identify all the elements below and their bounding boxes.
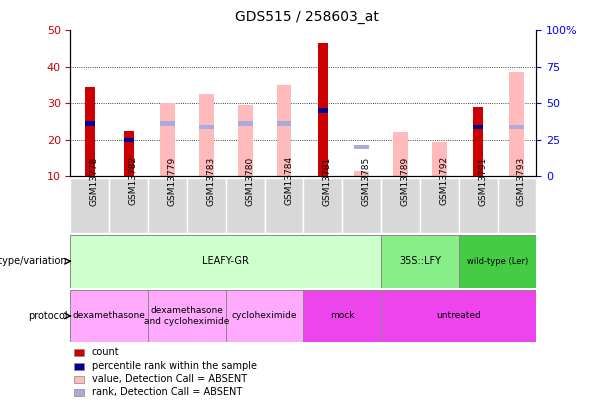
Text: GSM13789: GSM13789: [400, 156, 409, 206]
Bar: [74, 376, 84, 383]
Text: 35S::LFY: 35S::LFY: [399, 256, 441, 266]
Bar: [238, 105, 253, 176]
Text: GSM13781: GSM13781: [323, 156, 332, 206]
Text: protocol: protocol: [28, 311, 67, 321]
Bar: [124, 130, 134, 176]
Bar: [459, 235, 536, 288]
Bar: [473, 107, 483, 176]
Text: GSM13778: GSM13778: [90, 156, 99, 206]
Text: GSM13792: GSM13792: [440, 156, 448, 205]
Bar: [74, 349, 84, 356]
Bar: [199, 94, 214, 176]
Text: mock: mock: [330, 311, 354, 320]
Bar: [393, 132, 408, 176]
Bar: [381, 235, 459, 288]
Bar: [187, 178, 226, 233]
Bar: [318, 43, 328, 176]
Text: percentile rank within the sample: percentile rank within the sample: [92, 361, 257, 371]
Bar: [226, 290, 303, 342]
Bar: [109, 178, 148, 233]
Text: dexamethasone
and cycloheximide: dexamethasone and cycloheximide: [144, 306, 230, 326]
Bar: [459, 178, 498, 233]
Text: value, Detection Call = ABSENT: value, Detection Call = ABSENT: [92, 374, 247, 384]
Bar: [473, 125, 483, 129]
Text: count: count: [92, 347, 120, 357]
Bar: [74, 389, 84, 396]
Bar: [85, 87, 95, 176]
Text: GSM13782: GSM13782: [129, 156, 138, 205]
Text: GSM13784: GSM13784: [284, 156, 293, 205]
Bar: [432, 142, 447, 176]
Bar: [381, 178, 420, 233]
Bar: [276, 121, 292, 126]
Bar: [160, 103, 175, 176]
Bar: [124, 138, 134, 142]
Text: untreated: untreated: [436, 311, 481, 320]
Bar: [498, 178, 536, 233]
Bar: [160, 121, 175, 126]
Bar: [199, 125, 214, 129]
Bar: [509, 125, 525, 129]
Bar: [318, 109, 328, 113]
Bar: [148, 178, 187, 233]
Bar: [238, 121, 253, 126]
Bar: [276, 85, 292, 176]
Bar: [265, 178, 303, 233]
Text: LEAFY-GR: LEAFY-GR: [202, 256, 249, 266]
Bar: [420, 178, 459, 233]
Bar: [303, 178, 342, 233]
Text: wild-type (Ler): wild-type (Ler): [467, 257, 528, 266]
Text: dexamethasone: dexamethasone: [73, 311, 146, 320]
Bar: [354, 171, 369, 176]
Bar: [509, 72, 525, 176]
Bar: [148, 290, 226, 342]
Bar: [85, 121, 95, 126]
Text: GSM13779: GSM13779: [167, 156, 177, 206]
Text: GSM13793: GSM13793: [517, 156, 526, 206]
Text: GSM13785: GSM13785: [362, 156, 371, 206]
Bar: [70, 235, 381, 288]
Text: GSM13791: GSM13791: [478, 156, 487, 206]
Text: GDS515 / 258603_at: GDS515 / 258603_at: [235, 10, 378, 24]
Bar: [381, 290, 536, 342]
Bar: [354, 145, 369, 149]
Bar: [70, 290, 148, 342]
Text: genotype/variation: genotype/variation: [0, 256, 67, 266]
Bar: [226, 178, 265, 233]
Text: cycloheximide: cycloheximide: [232, 311, 297, 320]
Text: GSM13783: GSM13783: [207, 156, 215, 206]
Text: rank, Detection Call = ABSENT: rank, Detection Call = ABSENT: [92, 388, 242, 397]
Bar: [342, 178, 381, 233]
Text: GSM13780: GSM13780: [245, 156, 254, 206]
Bar: [70, 178, 109, 233]
Bar: [74, 362, 84, 370]
Bar: [303, 290, 381, 342]
